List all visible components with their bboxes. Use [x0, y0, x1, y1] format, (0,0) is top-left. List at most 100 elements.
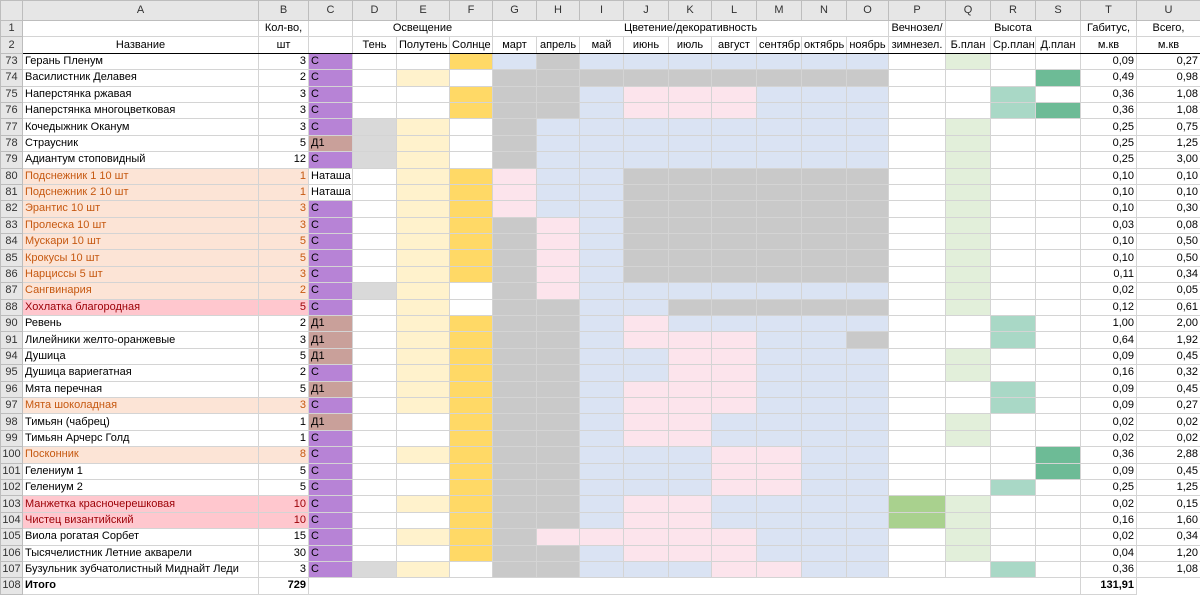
bloom-month-cell[interactable]: [668, 331, 712, 349]
height-far-cell[interactable]: [1035, 528, 1081, 546]
bloom-month-cell[interactable]: [668, 52, 712, 71]
height-back-cell[interactable]: [945, 265, 991, 284]
bloom-month-cell[interactable]: [756, 249, 802, 267]
header-qty-unit[interactable]: шт: [258, 36, 309, 54]
row-number[interactable]: 104: [0, 511, 23, 530]
bloom-month-cell[interactable]: [536, 151, 580, 169]
light-partshade-cell[interactable]: [396, 282, 450, 300]
height-far-cell[interactable]: [1035, 560, 1081, 579]
quantity-cell[interactable]: 10: [258, 495, 309, 513]
height-mid-cell[interactable]: [990, 396, 1036, 415]
bloom-month-cell[interactable]: [846, 462, 889, 480]
light-shade-cell[interactable]: [352, 52, 397, 71]
bloom-month-cell[interactable]: [536, 216, 580, 235]
plant-name-cell[interactable]: Василистник Делавея: [22, 69, 259, 87]
bloom-month-cell[interactable]: [579, 282, 624, 300]
row-number[interactable]: 87: [0, 282, 23, 300]
height-far-cell[interactable]: [1035, 347, 1081, 366]
row-number[interactable]: 98: [0, 413, 23, 431]
bloom-month-cell[interactable]: [711, 495, 757, 513]
total-area-cell[interactable]: 0,10: [1136, 183, 1200, 202]
bloom-month-cell[interactable]: [536, 528, 580, 546]
row-number[interactable]: 2: [0, 36, 23, 54]
bloom-month-cell[interactable]: [846, 183, 889, 202]
row-number[interactable]: 74: [0, 69, 23, 87]
height-far-cell[interactable]: [1035, 216, 1081, 235]
quantity-cell[interactable]: 10: [258, 511, 309, 530]
bloom-month-cell[interactable]: [536, 544, 580, 562]
bloom-month-cell[interactable]: [711, 528, 757, 546]
header-name[interactable]: Название: [22, 36, 259, 54]
total-area-cell[interactable]: 1,08: [1136, 560, 1200, 579]
height-back-cell[interactable]: [945, 282, 991, 300]
plant-name-cell[interactable]: Мята шоколадная: [22, 396, 259, 415]
bloom-month-cell[interactable]: [801, 528, 847, 546]
quantity-cell[interactable]: 3: [258, 52, 309, 71]
bloom-month-cell[interactable]: [579, 560, 624, 579]
bloom-month-cell[interactable]: [668, 101, 712, 120]
habitus-cell[interactable]: 0,25: [1080, 134, 1137, 153]
total-area-cell[interactable]: 0,30: [1136, 200, 1200, 218]
bloom-month-cell[interactable]: [492, 315, 537, 333]
quantity-cell[interactable]: 5: [258, 462, 309, 480]
quantity-cell[interactable]: 5: [258, 134, 309, 153]
total-area-cell[interactable]: 0,34: [1136, 265, 1200, 284]
bloom-month-cell[interactable]: [623, 560, 669, 579]
light-partshade-cell[interactable]: [396, 560, 450, 579]
bloom-month-cell[interactable]: [623, 52, 669, 71]
bloom-month-cell[interactable]: [711, 69, 757, 87]
select-all-corner[interactable]: [0, 0, 23, 21]
category-cell[interactable]: Д1: [308, 413, 353, 431]
total-area-cell[interactable]: 0,61: [1136, 298, 1200, 317]
bloom-month-cell[interactable]: [536, 364, 580, 382]
quantity-cell[interactable]: 15: [258, 528, 309, 546]
column-header-a[interactable]: A: [22, 0, 259, 21]
bloom-month-cell[interactable]: [536, 347, 580, 366]
bloom-month-cell[interactable]: [711, 52, 757, 71]
height-mid-cell[interactable]: [990, 446, 1036, 464]
bloom-month-cell[interactable]: [579, 347, 624, 366]
height-mid-cell[interactable]: [990, 429, 1036, 448]
row-number[interactable]: 88: [0, 298, 23, 317]
light-partshade-cell[interactable]: [396, 52, 450, 71]
row-number[interactable]: 80: [0, 167, 23, 185]
bloom-month-cell[interactable]: [536, 265, 580, 284]
bloom-month-cell[interactable]: [536, 446, 580, 464]
evergreen-cell[interactable]: [888, 85, 946, 103]
bloom-month-cell[interactable]: [668, 544, 712, 562]
plant-name-cell[interactable]: Герань Пленум: [22, 52, 259, 71]
bloom-month-cell[interactable]: [668, 462, 712, 480]
bloom-month-cell[interactable]: [536, 495, 580, 513]
bloom-month-cell[interactable]: [801, 478, 847, 497]
bloom-month-cell[interactable]: [579, 298, 624, 317]
bloom-month-cell[interactable]: [579, 151, 624, 169]
light-partshade-cell[interactable]: [396, 478, 450, 497]
header-month[interactable]: ноябрь: [846, 36, 889, 54]
header-cell[interactable]: [308, 19, 353, 38]
light-partshade-cell[interactable]: [396, 429, 450, 448]
height-back-cell[interactable]: [945, 134, 991, 153]
light-shade-cell[interactable]: [352, 101, 397, 120]
light-partshade-cell[interactable]: [396, 298, 450, 317]
bloom-month-cell[interactable]: [801, 200, 847, 218]
height-back-cell[interactable]: [945, 446, 991, 464]
quantity-cell[interactable]: 2: [258, 315, 309, 333]
category-cell[interactable]: Д1: [308, 380, 353, 398]
column-header-o[interactable]: O: [846, 0, 889, 21]
height-mid-cell[interactable]: [990, 331, 1036, 349]
bloom-month-cell[interactable]: [579, 478, 624, 497]
evergreen-cell[interactable]: [888, 200, 946, 218]
row-number[interactable]: 107: [0, 560, 23, 579]
height-far-cell[interactable]: [1035, 429, 1081, 448]
height-far-cell[interactable]: [1035, 249, 1081, 267]
header-month[interactable]: апрель: [536, 36, 580, 54]
light-sun-cell[interactable]: [449, 134, 493, 153]
plant-name-cell[interactable]: Кочедыжник Оканум: [22, 118, 259, 136]
row-number[interactable]: 84: [0, 233, 23, 251]
light-sun-cell[interactable]: [449, 429, 493, 448]
quantity-cell[interactable]: 5: [258, 347, 309, 366]
height-back-cell[interactable]: [945, 511, 991, 530]
bloom-month-cell[interactable]: [536, 462, 580, 480]
bloom-month-cell[interactable]: [536, 560, 580, 579]
row-number[interactable]: 83: [0, 216, 23, 235]
